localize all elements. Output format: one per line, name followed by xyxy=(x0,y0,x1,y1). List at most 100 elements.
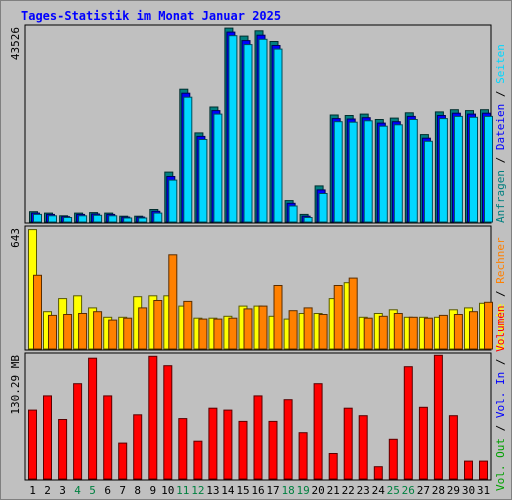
bar-rechner-day-11 xyxy=(183,300,193,350)
bar-seiten-day-31 xyxy=(484,115,493,223)
x-tick-label-day-21: 21 xyxy=(327,484,340,497)
bar-seiten-day-18 xyxy=(288,205,298,223)
x-tick-label-day-25: 25 xyxy=(387,484,400,497)
x-tick-label-day-22: 22 xyxy=(342,484,355,497)
legend-item-dateien: Dateien xyxy=(494,104,507,150)
y-max-label-top: 43526 xyxy=(9,27,22,60)
bar-volumen-day-23 xyxy=(358,415,368,480)
legend-item-vol_in: Vol. In xyxy=(494,372,507,418)
legend-separator: / xyxy=(494,418,507,438)
bar-seiten-day-10 xyxy=(168,179,178,223)
bar-rechner-day-17 xyxy=(273,285,283,350)
x-tick-label-day-6: 6 xyxy=(104,484,111,497)
bar-rechner-day-22 xyxy=(348,277,358,350)
bar-seiten-day-8 xyxy=(138,217,148,223)
bar-volumen-day-9 xyxy=(148,355,158,480)
x-tick-label-day-8: 8 xyxy=(134,484,141,497)
bar-rechner-day-6 xyxy=(108,319,118,350)
bar-volumen-day-5 xyxy=(88,357,98,480)
bar-seiten-day-26 xyxy=(408,119,418,223)
bar-volumen-day-10 xyxy=(163,365,173,480)
bar-rechner-day-21 xyxy=(333,285,343,350)
bar-rechner-day-20 xyxy=(318,314,328,350)
bar-seiten-day-25 xyxy=(393,124,403,223)
legend-mid: Besuche / Rechner xyxy=(494,237,507,350)
bar-volumen-day-28 xyxy=(433,354,443,480)
bar-seiten-day-16 xyxy=(258,38,268,223)
bar-seiten-day-14 xyxy=(228,35,238,223)
panel-bottom-border xyxy=(24,352,492,481)
bar-seiten-day-1 xyxy=(33,213,42,223)
bar-volumen-day-14 xyxy=(223,409,233,480)
bar-seiten-day-2 xyxy=(48,215,57,223)
bar-seiten-day-23 xyxy=(363,120,373,223)
y-max-label-bottom: 130.29 MB xyxy=(9,355,22,415)
bar-rechner-day-2 xyxy=(48,314,57,350)
bar-seiten-day-4 xyxy=(78,215,88,223)
x-tick-label-day-4: 4 xyxy=(74,484,81,497)
bar-seiten-day-17 xyxy=(273,48,283,223)
x-tick-label-day-17: 17 xyxy=(266,484,279,497)
x-tick-label-day-16: 16 xyxy=(251,484,264,497)
bar-seiten-day-22 xyxy=(348,121,358,223)
x-tick-label-day-1: 1 xyxy=(29,484,36,497)
bar-volumen-day-30 xyxy=(464,460,473,480)
x-tick-label-day-24: 24 xyxy=(372,484,386,497)
legend-bottom: Vol. Out / Vol. In / Volumen xyxy=(494,306,507,491)
x-tick-label-day-15: 15 xyxy=(236,484,249,497)
x-tick-label-day-29: 29 xyxy=(447,484,460,497)
bar-seiten-day-13 xyxy=(213,113,223,223)
bar-volumen-day-2 xyxy=(43,395,52,480)
legend-item-besuche: Besuche xyxy=(494,304,507,350)
x-tick-label-day-28: 28 xyxy=(432,484,445,497)
x-tick-label-day-12: 12 xyxy=(191,484,204,497)
x-tick-label-day-10: 10 xyxy=(161,484,174,497)
bar-volumen-day-4 xyxy=(73,383,83,480)
bar-rechner-day-4 xyxy=(78,313,88,350)
bar-volumen-day-16 xyxy=(253,395,263,480)
legend-item-seiten: Seiten xyxy=(494,44,507,84)
bar-seiten-day-7 xyxy=(123,217,133,223)
bar-seiten-day-11 xyxy=(183,96,193,223)
x-tick-label-day-20: 20 xyxy=(311,484,324,497)
x-tick-label-day-14: 14 xyxy=(221,484,235,497)
y-max-label-mid: 643 xyxy=(9,228,22,248)
x-tick-label-day-27: 27 xyxy=(417,484,430,497)
bar-seiten-day-15 xyxy=(243,44,253,223)
legend-separator: / xyxy=(494,150,507,170)
x-tick-label-day-31: 31 xyxy=(477,484,490,497)
chart-title: Tages-Statistik im Monat Januar 2025 xyxy=(21,9,281,23)
bar-seiten-day-12 xyxy=(198,139,208,223)
legend-separator: / xyxy=(494,84,507,104)
bar-rechner-day-9 xyxy=(153,300,163,350)
bar-volumen-day-18 xyxy=(283,399,293,480)
bar-rechner-day-5 xyxy=(93,311,103,350)
bar-seiten-day-30 xyxy=(469,116,478,223)
x-tick-label-day-23: 23 xyxy=(357,484,370,497)
bar-rechner-day-13 xyxy=(213,318,223,350)
bar-volumen-day-31 xyxy=(479,460,488,480)
x-tick-label-day-5: 5 xyxy=(89,484,96,497)
x-tick-label-day-26: 26 xyxy=(402,484,415,497)
bar-rechner-day-27 xyxy=(423,317,433,350)
bar-rechner-day-15 xyxy=(243,308,253,350)
bar-rechner-day-23 xyxy=(363,317,373,350)
bar-volumen-day-6 xyxy=(103,395,113,480)
bar-volumen-day-11 xyxy=(178,418,188,480)
legend-item-anfragen: Anfragen xyxy=(494,170,507,223)
bar-rechner-day-28 xyxy=(438,314,448,350)
bar-volumen-day-8 xyxy=(133,414,143,480)
bar-seiten-day-21 xyxy=(333,121,343,223)
bar-volumen-day-27 xyxy=(418,406,428,480)
bar-volumen-day-22 xyxy=(343,407,353,480)
bar-seiten-day-29 xyxy=(453,115,463,223)
panel-mid: 643 xyxy=(9,225,493,351)
bar-rechner-day-3 xyxy=(63,314,73,350)
bar-seiten-day-20 xyxy=(318,193,328,223)
bar-rechner-day-31 xyxy=(484,301,493,350)
bar-volumen-day-29 xyxy=(448,415,458,480)
bar-volumen-day-19 xyxy=(298,432,308,480)
bar-volumen-day-3 xyxy=(58,419,68,480)
panel-bottom: 130.29 MB xyxy=(9,352,492,481)
bar-seiten-day-9 xyxy=(153,212,163,223)
